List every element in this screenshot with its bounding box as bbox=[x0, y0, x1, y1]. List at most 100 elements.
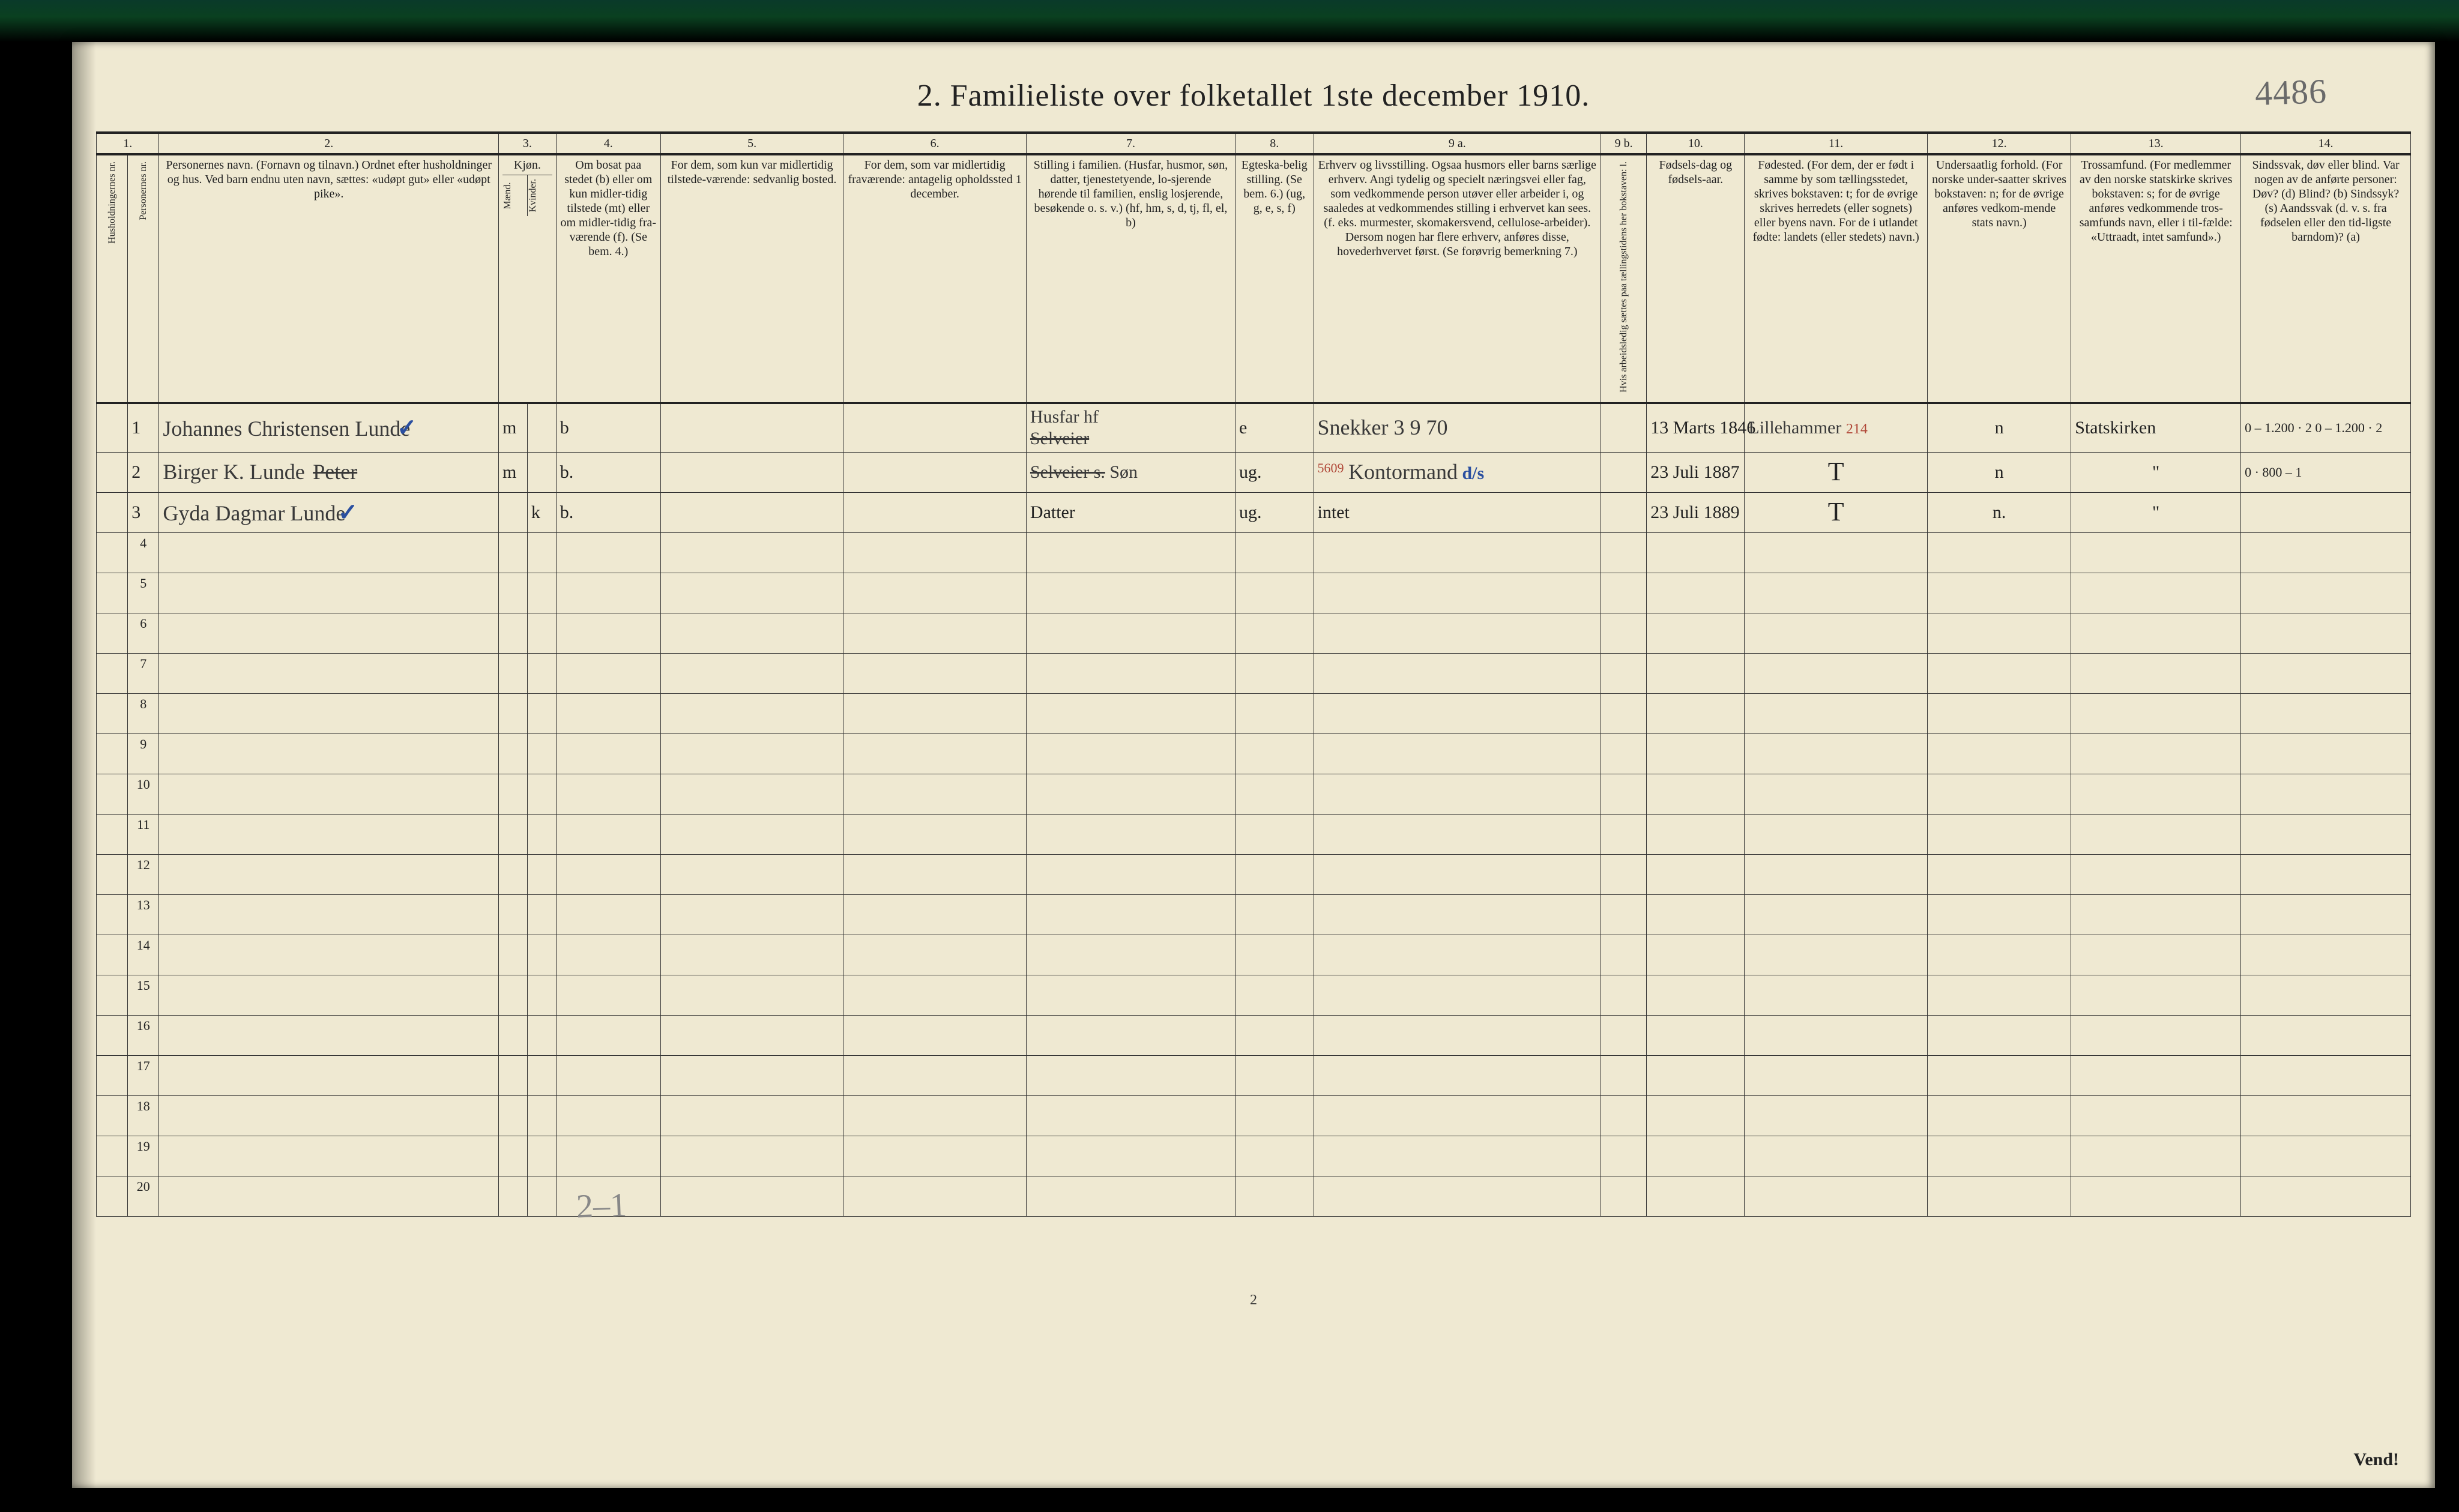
empty-cell bbox=[1601, 1176, 1647, 1216]
empty-cell bbox=[1026, 733, 1235, 774]
empty-cell: 12 bbox=[128, 854, 159, 894]
family-position-struck: Selveier s. bbox=[1030, 462, 1105, 482]
empty-cell bbox=[660, 774, 843, 814]
empty-cell: 19 bbox=[128, 1136, 159, 1176]
empty-cell bbox=[1601, 532, 1647, 573]
col-label-5: For dem, som kun var midlertidig tilsted… bbox=[660, 154, 843, 403]
column-label-row: Husholdningernes nr. Personernes nr. Per… bbox=[97, 154, 2411, 403]
sex-m: m bbox=[499, 452, 528, 492]
empty-cell bbox=[499, 1015, 528, 1055]
empty-cell bbox=[2241, 975, 2411, 1015]
person-name: Johannes Christensen Lunde ✓ bbox=[159, 403, 499, 452]
table-row: 11 bbox=[97, 814, 2411, 854]
empty-cell bbox=[1314, 1136, 1601, 1176]
empty-cell bbox=[843, 854, 1027, 894]
empty-cell bbox=[499, 814, 528, 854]
col14-notes: 0 · 800 – 1 bbox=[2241, 452, 2411, 492]
person-nr: 2 bbox=[128, 452, 159, 492]
empty-cell bbox=[1314, 733, 1601, 774]
empty-cell bbox=[1601, 1136, 1647, 1176]
empty-cell bbox=[1026, 573, 1235, 613]
empty-cell bbox=[1314, 854, 1601, 894]
occupation-code: 5609 bbox=[1318, 460, 1344, 475]
empty-cell bbox=[2071, 1176, 2241, 1216]
empty-cell bbox=[1647, 573, 1745, 613]
person-name: Birger K. Lunde Peter bbox=[159, 452, 499, 492]
empty-cell bbox=[843, 653, 1027, 693]
empty-cell bbox=[1026, 814, 1235, 854]
family-position: Datter bbox=[1026, 492, 1235, 532]
empty-cell bbox=[2241, 894, 2411, 935]
cell-c6 bbox=[843, 403, 1027, 452]
form-title-row: 2. Familieliste over folketallet 1ste de… bbox=[96, 78, 2411, 113]
empty-cell bbox=[159, 1136, 499, 1176]
empty-cell bbox=[1235, 774, 1314, 814]
family-position: Selveier s. Søn bbox=[1026, 452, 1235, 492]
empty-cell bbox=[1314, 814, 1601, 854]
empty-cell: 16 bbox=[128, 1015, 159, 1055]
colnum-10: 10. bbox=[1647, 133, 1745, 154]
empty-cell bbox=[1745, 1136, 1928, 1176]
empty-cell bbox=[1601, 733, 1647, 774]
empty-cell bbox=[499, 1136, 528, 1176]
printed-page-number: 2 bbox=[96, 1292, 2411, 1309]
below-table-area: 2–1 bbox=[96, 1217, 2411, 1289]
empty-cell bbox=[1314, 894, 1601, 935]
family-position-text: Søn bbox=[1109, 462, 1138, 482]
empty-cell bbox=[1647, 613, 1745, 653]
empty-cell bbox=[97, 1015, 128, 1055]
colnum-12: 12. bbox=[1927, 133, 2071, 154]
empty-cell bbox=[499, 935, 528, 975]
empty-cell bbox=[556, 1136, 660, 1176]
bosted: b. bbox=[556, 492, 660, 532]
religion: " bbox=[2071, 452, 2241, 492]
empty-cell bbox=[843, 733, 1027, 774]
colnum-5: 5. bbox=[660, 133, 843, 154]
birthplace-text: Lillehammer bbox=[1748, 418, 1841, 438]
occupation-blue-note: d/s bbox=[1462, 463, 1484, 483]
blank-rows: 4567891011121314151617181920 bbox=[97, 532, 2411, 1216]
empty-cell bbox=[1314, 1015, 1601, 1055]
empty-cell bbox=[2241, 814, 2411, 854]
empty-cell bbox=[159, 693, 499, 733]
empty-cell bbox=[660, 814, 843, 854]
person-name: Gyda Dagmar Lunde ✓ bbox=[159, 492, 499, 532]
census-table: 1. 2. 3. 4. 5. 6. 7. 8. 9 a. 9 b. 10. 11… bbox=[96, 131, 2411, 1217]
empty-cell bbox=[1314, 935, 1601, 975]
empty-cell bbox=[499, 1095, 528, 1136]
col-label-14: Sindssvak, døv eller blind. Var nogen av… bbox=[2241, 154, 2411, 403]
religion: Statskirken bbox=[2071, 403, 2241, 452]
empty-cell bbox=[1601, 693, 1647, 733]
empty-cell: 10 bbox=[128, 774, 159, 814]
empty-cell bbox=[159, 733, 499, 774]
empty-cell bbox=[2241, 1136, 2411, 1176]
data-rows: 1 Johannes Christensen Lunde ✓ m b Husfa… bbox=[97, 403, 2411, 532]
colnum-13: 13. bbox=[2071, 133, 2241, 154]
colnum-14: 14. bbox=[2241, 133, 2411, 154]
empty-cell bbox=[499, 894, 528, 935]
pencil-note-21: 2–1 bbox=[576, 1185, 627, 1226]
empty-cell bbox=[1601, 774, 1647, 814]
column-number-row: 1. 2. 3. 4. 5. 6. 7. 8. 9 a. 9 b. 10. 11… bbox=[97, 133, 2411, 154]
empty-cell bbox=[527, 1176, 556, 1216]
empty-cell bbox=[159, 1055, 499, 1095]
empty-cell bbox=[843, 1095, 1027, 1136]
nationality: n. bbox=[1927, 492, 2071, 532]
col-label-2: Personernes navn. (Fornavn og tilnavn.) … bbox=[159, 154, 499, 403]
empty-cell bbox=[1314, 532, 1601, 573]
empty-cell bbox=[159, 814, 499, 854]
colnum-1: 1. bbox=[97, 133, 159, 154]
empty-cell bbox=[1235, 1176, 1314, 1216]
empty-cell bbox=[556, 1015, 660, 1055]
table-row: 3 Gyda Dagmar Lunde ✓ k b. Datter ug. in… bbox=[97, 492, 2411, 532]
empty-cell bbox=[660, 894, 843, 935]
bosted: b. bbox=[556, 452, 660, 492]
empty-cell bbox=[527, 613, 556, 653]
empty-cell bbox=[1927, 1015, 2071, 1055]
sex-k: k bbox=[527, 492, 556, 532]
occupation-text: Snekker 3 9 70 bbox=[1318, 415, 1448, 439]
col-label-4: Om bosat paa stedet (b) eller om kun mid… bbox=[556, 154, 660, 403]
empty-cell bbox=[1927, 693, 2071, 733]
sex-k bbox=[527, 403, 556, 452]
empty-cell bbox=[556, 814, 660, 854]
